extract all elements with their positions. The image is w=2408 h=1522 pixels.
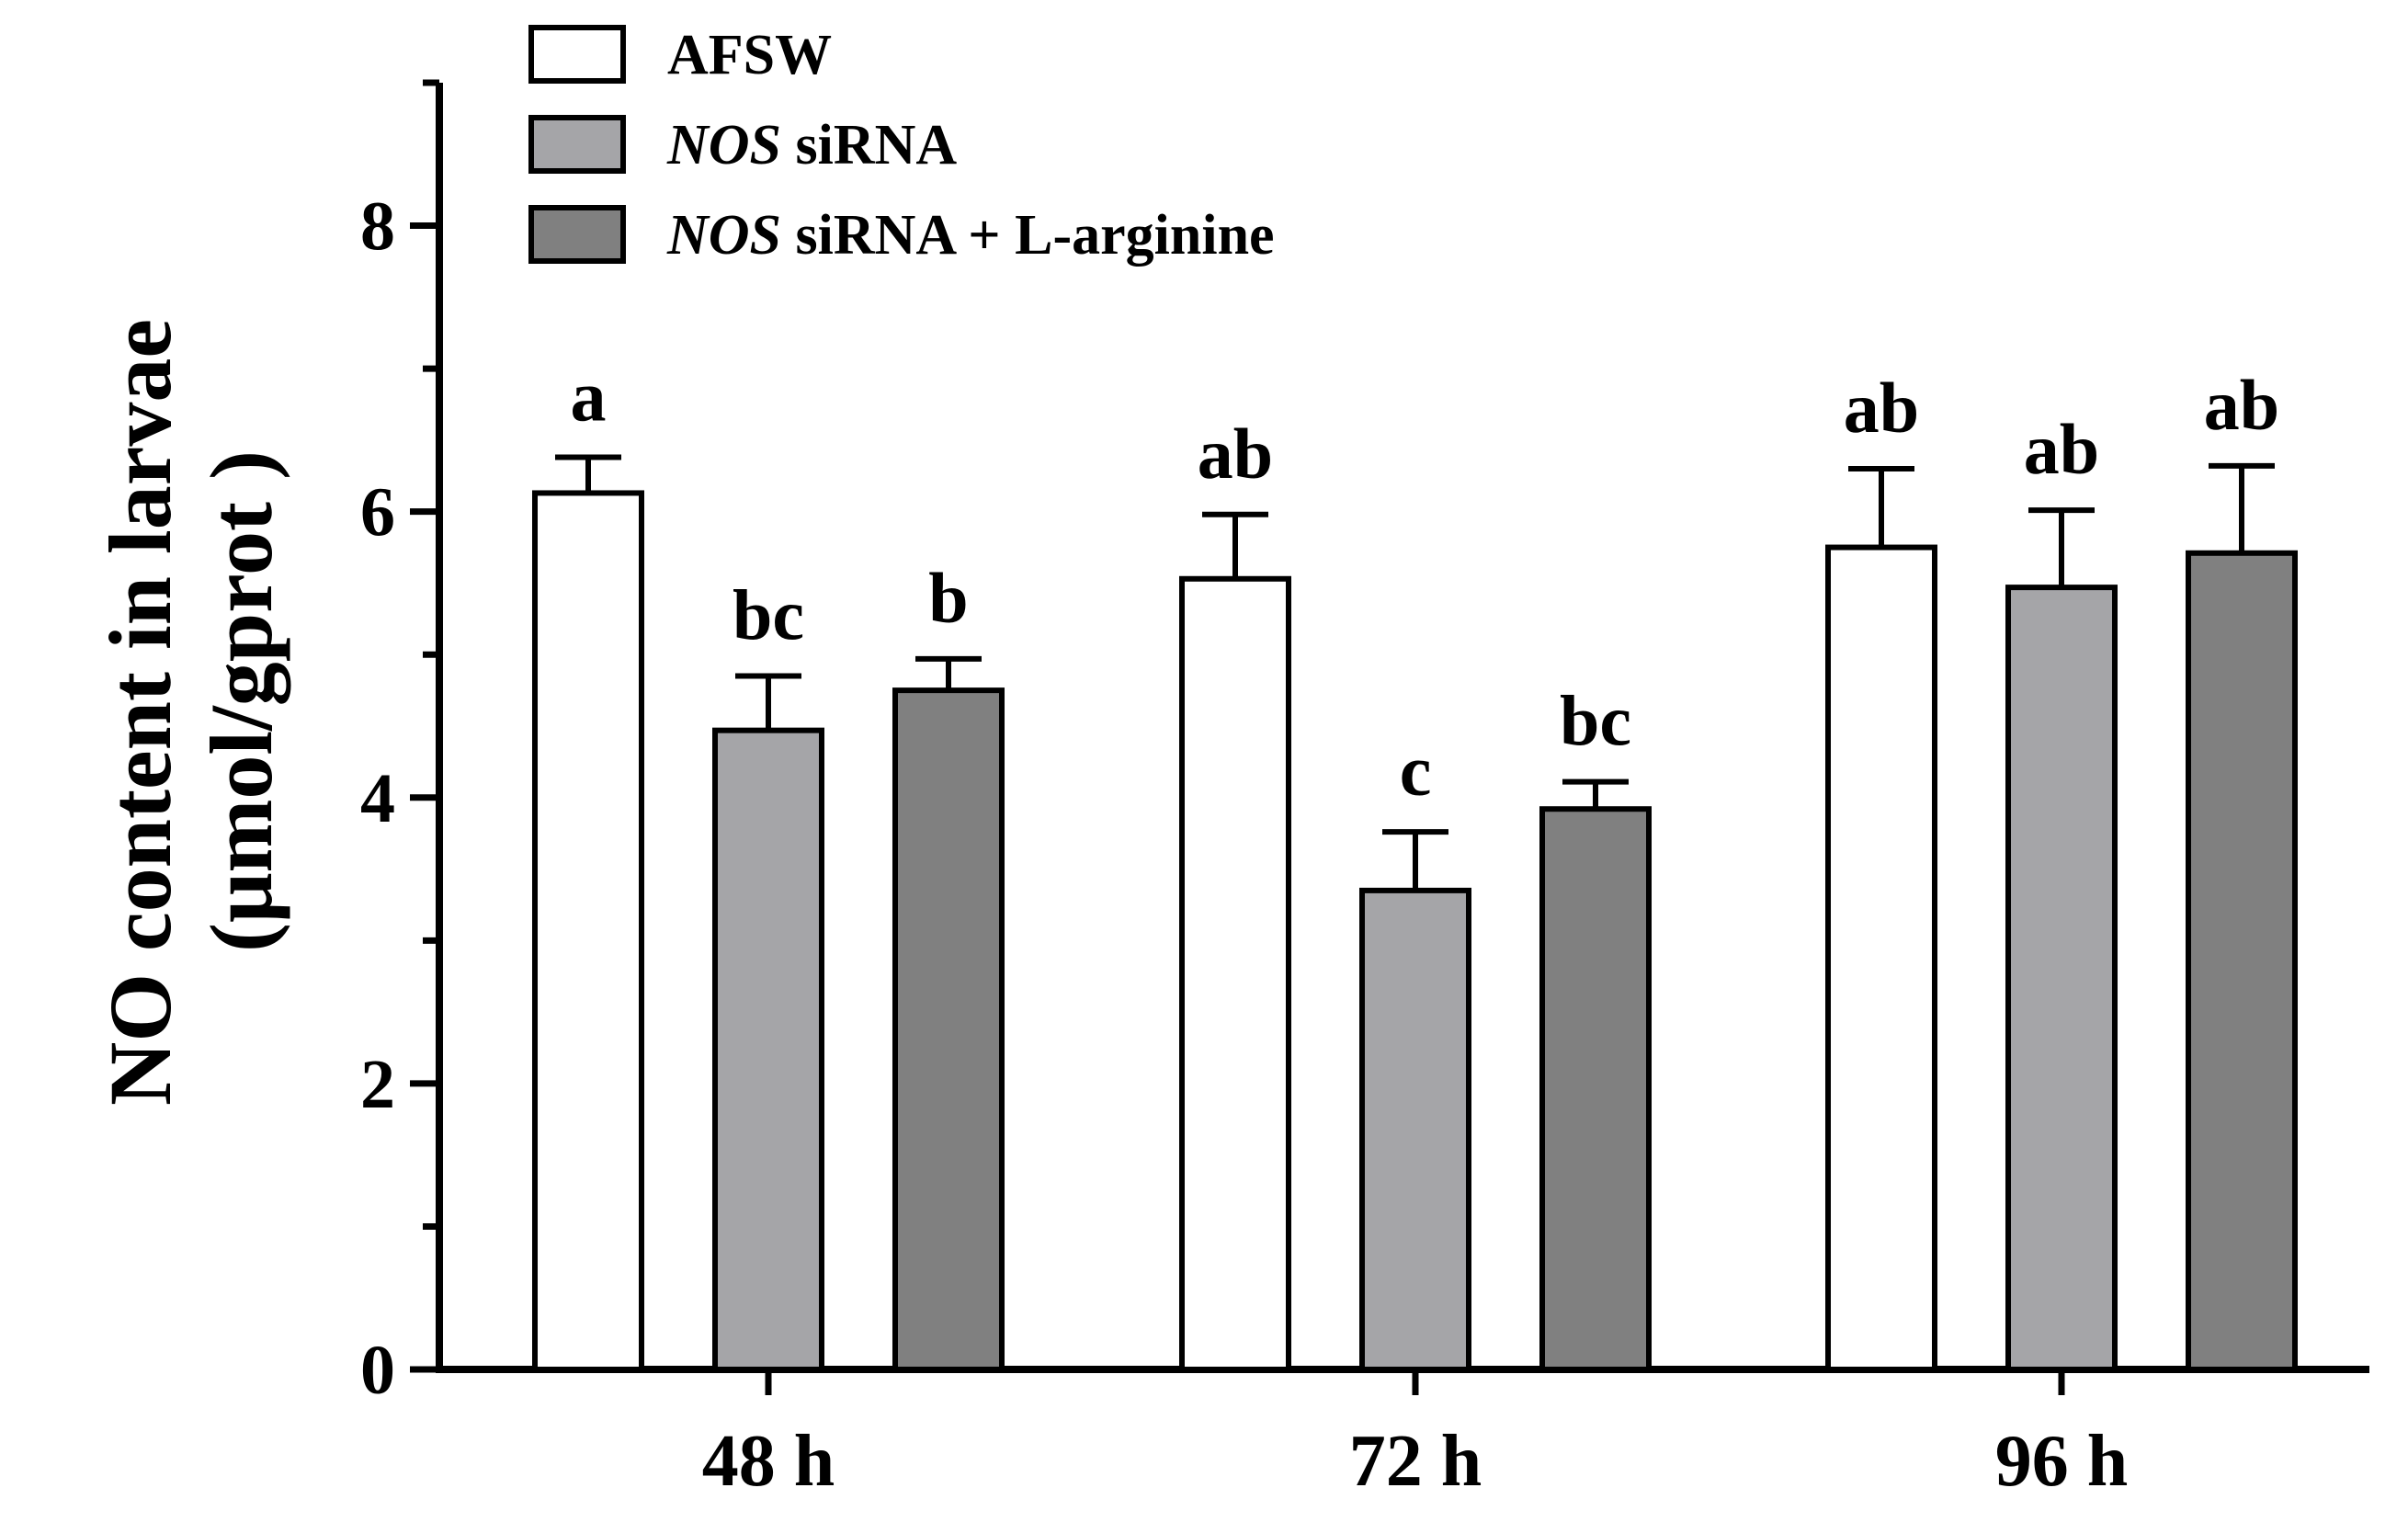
significance-letter: bc: [733, 575, 804, 655]
bar: [2005, 585, 2118, 1372]
legend-label-text: AFSW: [667, 24, 832, 86]
bar: [1825, 544, 1937, 1372]
legend-label: NOS siRNA: [666, 114, 957, 176]
y-tick-label: 2: [360, 1046, 395, 1123]
significance-letter: ab: [2024, 409, 2099, 489]
y-tick-label: 6: [360, 474, 395, 551]
legend-swatch: [528, 25, 626, 84]
bar: [1359, 887, 1471, 1372]
y-tick-label: 4: [360, 760, 395, 837]
significance-letter: c: [1400, 731, 1432, 811]
legend-label-text: siRNA: [781, 114, 957, 176]
significance-letter: ab: [1844, 368, 1919, 448]
y-axis-label-line-1: NO content in larvae: [91, 319, 189, 1106]
bar: [1179, 575, 1291, 1372]
y-tick-label: 8: [360, 188, 395, 266]
bars: a ab ab bc c ab b bc ab: [532, 357, 2298, 1372]
legend-label-italic: NOS: [666, 114, 781, 176]
significance-letter: bc: [1560, 681, 1631, 761]
y-axis-label: NO content in larvae (μmol/gprot ): [91, 297, 290, 1106]
legend-label-italic: NOS: [666, 204, 781, 267]
legend-label: NOS siRNA + L-arginine: [666, 204, 1275, 267]
x-tick-label: 96 h: [1995, 1421, 2129, 1502]
legend-label-text: siRNA + L-arginine: [781, 204, 1275, 267]
significance-letter: a: [571, 357, 607, 437]
legend-swatch: [528, 115, 626, 174]
x-tick-label: 72 h: [1349, 1421, 1482, 1502]
significance-letter: ab: [1198, 414, 1273, 494]
bar: [892, 687, 1005, 1372]
bar: [2186, 550, 2298, 1372]
x-tick-label: 48 h: [702, 1421, 835, 1502]
bar: [1539, 806, 1652, 1372]
y-axis-label-line-2: (μmol/gprot ): [192, 450, 290, 952]
y-tick-label: 0: [360, 1332, 395, 1409]
bar: [712, 727, 824, 1372]
significance-letter: b: [928, 558, 968, 638]
bar: [532, 490, 644, 1372]
legend-label: AFSW: [667, 24, 832, 86]
legend-swatch: [528, 205, 626, 264]
significance-letter: ab: [2204, 365, 2279, 445]
